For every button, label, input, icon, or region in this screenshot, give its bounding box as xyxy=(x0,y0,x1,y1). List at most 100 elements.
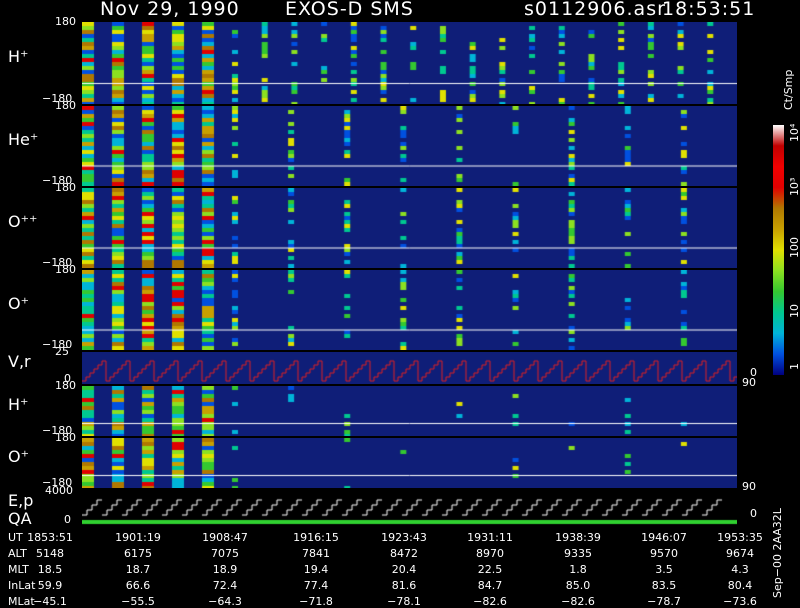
y-tick-max: 180 xyxy=(55,263,76,276)
cell-mlat: −55.5 xyxy=(121,595,155,608)
right-tick: 90 xyxy=(742,480,756,493)
cell-mlt: 1.8 xyxy=(569,563,587,576)
y-tick-min: −180 xyxy=(42,174,73,187)
panel-label: O⁺ xyxy=(8,294,30,313)
colorbar-tick: 1 xyxy=(788,363,800,370)
panel-label: H⁺ xyxy=(8,47,29,66)
file-name: s0112906.asr xyxy=(524,0,666,20)
cell-alt: 8970 xyxy=(476,547,504,560)
cell-mlat: −78.1 xyxy=(387,595,421,608)
cell-alt: 9674 xyxy=(726,547,754,560)
cell-alt: 8472 xyxy=(390,547,418,560)
cell-inlat: 81.6 xyxy=(391,579,417,592)
y-tick-max: 4000 xyxy=(45,484,73,497)
panel-o-plus-plus xyxy=(82,188,737,268)
panel-label: E,p xyxy=(8,491,34,510)
cell-alt: 7075 xyxy=(211,547,239,560)
cell-ut: 1931:11 xyxy=(467,531,513,544)
cell-mlat: −82.6 xyxy=(561,595,595,608)
y-tick-max: 180 xyxy=(55,99,76,112)
panel-h-plus-2 xyxy=(82,386,737,436)
cell-mlt: 20.4 xyxy=(391,563,417,576)
cell-alt: 9570 xyxy=(650,547,678,560)
panel-label: V,r xyxy=(8,352,31,371)
cell-mlat: −45.1 xyxy=(33,595,67,608)
cell-mlt: 19.4 xyxy=(303,563,329,576)
cell-ut: 1946:07 xyxy=(641,531,687,544)
colorbar-tick: 10⁴ xyxy=(788,123,800,142)
panel-v-r xyxy=(82,352,737,384)
cell-ut: 1938:39 xyxy=(555,531,601,544)
panel-o-plus-2 xyxy=(82,438,737,488)
cell-ut: 1923:43 xyxy=(381,531,427,544)
cell-alt: 5148 xyxy=(36,547,64,560)
panel-label: O⁺ xyxy=(8,447,30,466)
cell-inlat: 72.4 xyxy=(212,579,238,592)
cell-inlat: 85.0 xyxy=(565,579,591,592)
cell-mlat: −64.3 xyxy=(208,595,242,608)
cell-inlat: 83.5 xyxy=(651,579,677,592)
y-tick-max: 180 xyxy=(55,379,76,392)
row-label-inlat: InLat xyxy=(8,579,36,592)
header-time: 18:53:51 xyxy=(662,0,756,20)
row-label-alt: ALT xyxy=(8,547,27,560)
y-tick-min: −180 xyxy=(42,92,73,105)
cell-ut: 1908:47 xyxy=(202,531,248,544)
spectrogram-o-plus-plus xyxy=(82,188,737,268)
cell-mlt: 22.5 xyxy=(477,563,503,576)
cell-inlat: 77.4 xyxy=(303,579,329,592)
cell-inlat: 66.6 xyxy=(125,579,151,592)
y-tick-max: 180 xyxy=(55,181,76,194)
spectrogram-h-plus-1 xyxy=(82,22,737,104)
cell-ut: 1901:19 xyxy=(115,531,161,544)
colorbar-title: Ct/Smp xyxy=(782,69,795,110)
spectrogram-h-plus-2 xyxy=(82,386,737,436)
right-tick-min: 0 xyxy=(750,366,757,379)
panel-label: H⁺ xyxy=(8,395,29,414)
panel-label-2: QA xyxy=(8,509,32,528)
spectrogram-e-p xyxy=(82,491,737,525)
y-tick-min: 0 xyxy=(64,372,71,385)
cell-mlt: 18.7 xyxy=(125,563,151,576)
y-tick-min: −180 xyxy=(42,424,73,437)
footer-label: Sep−00 2AA32L xyxy=(771,508,784,598)
panel-o-plus-1 xyxy=(82,270,737,350)
spectrogram-o-plus-2 xyxy=(82,438,737,488)
colorbar-tick: 10³ xyxy=(788,177,800,196)
y-tick-min: 0 xyxy=(64,513,71,526)
cell-inlat: 59.9 xyxy=(37,579,63,592)
chart-date: Nov 29, 1990 xyxy=(100,0,240,20)
y-tick-max: 25 xyxy=(55,345,69,358)
panel-e-p xyxy=(82,491,737,525)
y-tick-min: −180 xyxy=(42,256,73,269)
cell-mlat: −78.7 xyxy=(647,595,681,608)
row-label-ut: UT xyxy=(8,531,23,544)
panel-he-plus xyxy=(82,106,737,186)
colorbar-tick: 100 xyxy=(788,237,800,258)
cell-mlt: 18.9 xyxy=(212,563,238,576)
cell-mlt: 18.5 xyxy=(37,563,63,576)
cell-ut: 1853:51 xyxy=(27,531,73,544)
spectrogram-he-plus xyxy=(82,106,737,186)
cell-mlat: −71.8 xyxy=(299,595,333,608)
cell-mlat: −73.6 xyxy=(723,595,757,608)
y-tick-max: 180 xyxy=(55,431,76,444)
cell-ut: 1916:15 xyxy=(293,531,339,544)
right-tick: 90 xyxy=(742,376,756,389)
cell-ut: 1953:35 xyxy=(717,531,763,544)
cell-mlt: 4.3 xyxy=(731,563,749,576)
cell-inlat: 84.7 xyxy=(477,579,503,592)
row-label-mlt: MLT xyxy=(8,563,29,576)
cell-alt: 7841 xyxy=(302,547,330,560)
cell-mlat: −82.6 xyxy=(473,595,507,608)
panel-label: O⁺⁺ xyxy=(8,212,38,231)
panel-label: He⁺ xyxy=(8,130,39,149)
chart-instrument: EXOS-D SMS xyxy=(285,0,414,20)
cell-mlt: 3.5 xyxy=(655,563,673,576)
y-tick-max: 180 xyxy=(55,15,76,28)
colorbar xyxy=(773,125,784,375)
cell-alt: 9335 xyxy=(564,547,592,560)
colorbar-tick: 10 xyxy=(788,304,800,318)
cell-inlat: 80.4 xyxy=(727,579,753,592)
y-tick-min: −180 xyxy=(42,476,73,489)
